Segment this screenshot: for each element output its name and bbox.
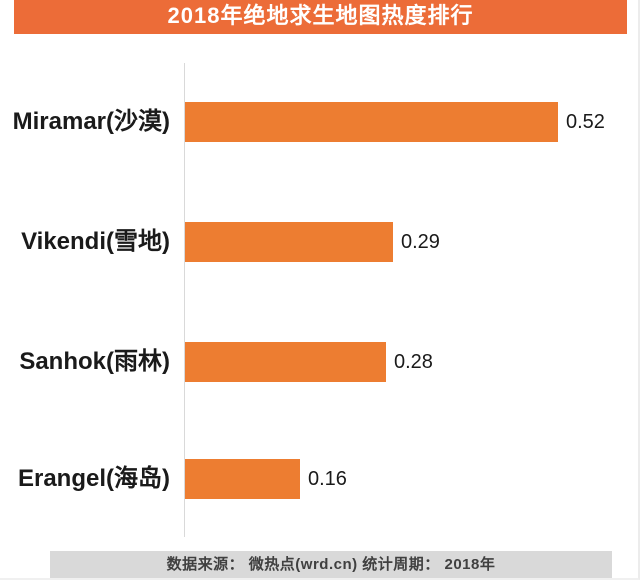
- category-label: Miramar(沙漠): [12, 108, 170, 135]
- source-text: 数据来源： 微热点(wrd.cn) 统计周期： 2018年: [166, 556, 496, 573]
- chart-title: 2018年绝地求生地图热度排行: [167, 3, 474, 28]
- category-label: Vikendi(雪地): [21, 228, 170, 255]
- bar-row: Vikendi(雪地) 0.29: [0, 222, 638, 262]
- bar-row: Erangel(海岛) 0.16: [0, 459, 638, 499]
- value-label: 0.16: [308, 468, 347, 490]
- bar: [185, 459, 300, 499]
- category-label: Erangel(海岛): [17, 465, 170, 492]
- y-axis-line: [184, 63, 185, 537]
- value-label: 0.28: [394, 351, 433, 373]
- bar: [185, 222, 393, 262]
- value-label: 0.29: [401, 231, 440, 253]
- category-label: Sanhok(雨林): [19, 348, 170, 375]
- bar: [185, 102, 558, 142]
- source-footer: 数据来源： 微热点(wrd.cn) 统计周期： 2018年: [50, 551, 612, 578]
- bar-row: Miramar(沙漠) 0.52: [0, 102, 638, 142]
- value-label: 0.52: [566, 111, 605, 133]
- bar: [185, 342, 386, 382]
- chart-title-banner: 2018年绝地求生地图热度排行: [14, 0, 627, 34]
- bar-row: Sanhok(雨林) 0.28: [0, 342, 638, 382]
